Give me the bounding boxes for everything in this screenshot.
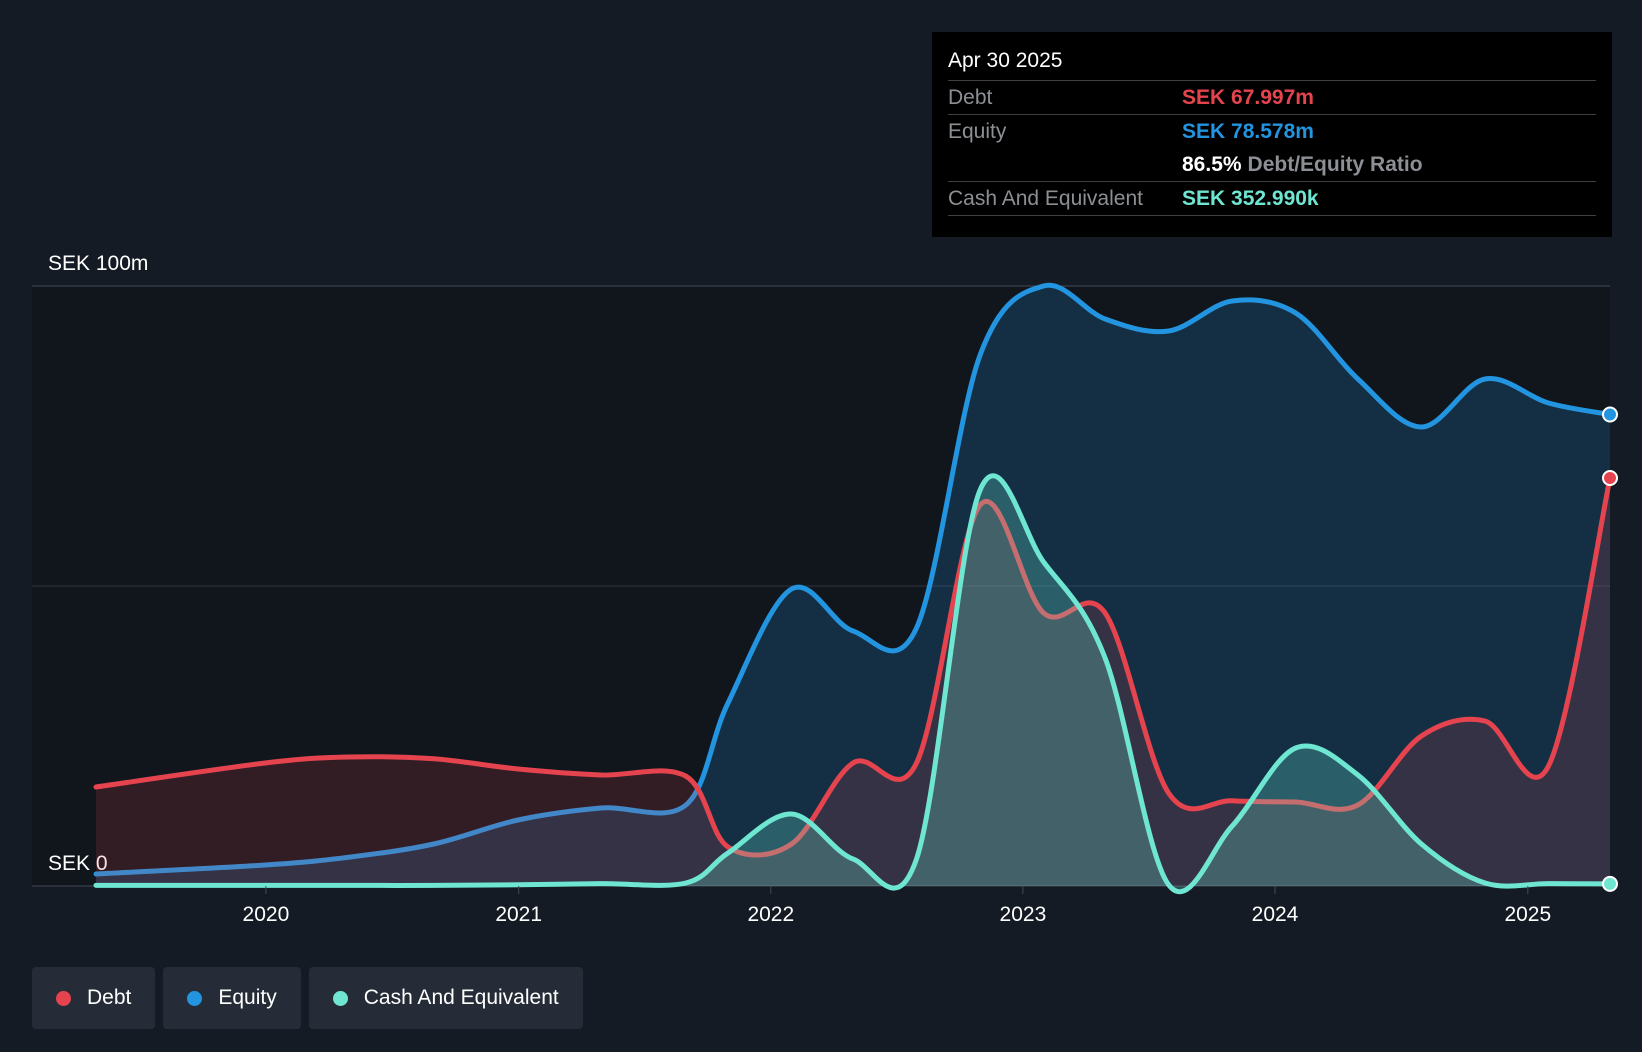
- y-tick-label-top: SEK 100m: [48, 252, 148, 275]
- cash-line: [93, 473, 1613, 895]
- equity-endpoint-marker[interactable]: [1602, 406, 1618, 423]
- cash-endpoint-marker[interactable]: [1602, 875, 1618, 892]
- legend-dot-equity-icon: [187, 990, 203, 1006]
- x-axis-ticks: 2020 2021 2022 2023 2024 2025: [243, 886, 1551, 926]
- tooltip-cash-row: Cash And Equivalent SEK 352.990k: [948, 181, 1596, 216]
- x-tick-label-2021: 2021: [495, 903, 542, 926]
- tooltip-equity-value: SEK 78.578m: [1182, 119, 1314, 143]
- y-tick-label-zero: SEK 0: [48, 852, 108, 875]
- legend-item-debt[interactable]: Debt: [32, 967, 156, 1029]
- legend-dot-cash-icon: [332, 990, 348, 1006]
- legend-label-cash: Cash And Equivalent: [363, 986, 559, 1009]
- chart-legend: Debt Equity Cash And Equivalent: [32, 967, 583, 1029]
- tooltip-debt-row: Debt SEK 67.997m: [948, 80, 1596, 114]
- series-layer: [93, 282, 1618, 895]
- tooltip-cash-label: Cash And Equivalent: [948, 186, 1143, 210]
- tooltip-equity-row: Equity SEK 78.578m: [948, 114, 1596, 148]
- tooltip-ratio-value: 86.5%: [1182, 152, 1242, 176]
- tooltip-equity-label: Equity: [948, 119, 1007, 143]
- legend-dot-debt-icon: [56, 990, 71, 1006]
- tooltip-ratio-row: 86.5% Debt/Equity Ratio: [948, 148, 1596, 181]
- legend-label-equity: Equity: [218, 986, 277, 1009]
- tooltip-date: Apr 30 2025: [948, 49, 1063, 72]
- equity-line: [93, 282, 1613, 877]
- legend-item-equity[interactable]: Equity: [163, 967, 301, 1029]
- x-tick-label-2024: 2024: [1252, 903, 1299, 926]
- tooltip-ratio-label: Debt/Equity Ratio: [1247, 152, 1423, 176]
- x-tick-label-2022: 2022: [747, 903, 794, 926]
- tooltip-debt-label: Debt: [948, 85, 993, 109]
- debt-area: [96, 478, 1610, 886]
- tooltip-debt-value: SEK 67.997m: [1182, 85, 1314, 109]
- x-tick-label-2023: 2023: [1000, 903, 1047, 926]
- equity-area: [96, 285, 1610, 886]
- legend-item-cash[interactable]: Cash And Equivalent: [308, 967, 583, 1029]
- x-tick-label-2020: 2020: [243, 903, 290, 926]
- x-tick-label-2025: 2025: [1504, 903, 1551, 926]
- legend-label-debt: Debt: [87, 986, 132, 1009]
- tooltip-cash-value: SEK 352.990k: [1182, 186, 1319, 210]
- tooltip-panel: Apr 30 2025 Debt SEK 67.997m Equity SEK …: [932, 32, 1612, 237]
- debt-endpoint-marker[interactable]: [1602, 470, 1618, 486]
